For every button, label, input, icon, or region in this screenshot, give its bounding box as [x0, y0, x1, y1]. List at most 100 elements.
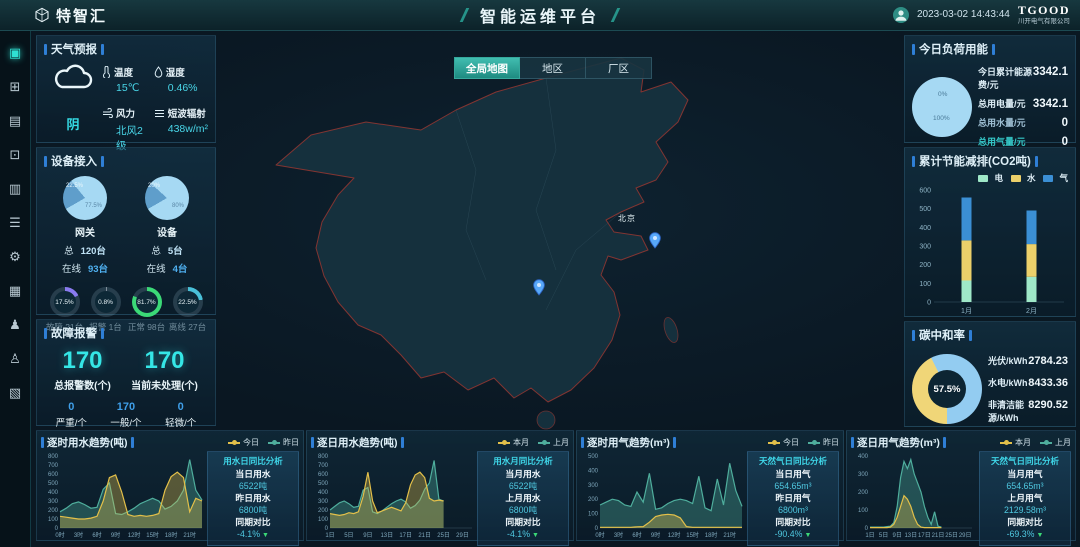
metric-wind: 风力 北风2级	[102, 106, 152, 153]
settings-gear-icon[interactable]: ⚙	[9, 249, 21, 264]
header-right: 2023-03-02 14:43:44 TGOOD 川开电气有限公司	[892, 3, 1070, 26]
daily-water-chart: 0 100 200 300 400 500 600 700 800 1日 5日 9日 13日 17日 21日…	[318, 454, 472, 539]
cube-logo-icon	[35, 7, 49, 23]
severe-alarms: 0 严重/个	[55, 401, 87, 429]
gas-daily-analysis: 天然气日同比分析 当日用气 654.65m³ 昨日用气 6800m³ 同期对比 …	[747, 451, 839, 546]
user-avatar-icon[interactable]	[892, 6, 909, 23]
svg-text:0: 0	[927, 300, 931, 307]
dashboard-icon[interactable]: ▣	[8, 45, 22, 60]
svg-text:0: 0	[55, 526, 59, 532]
brand-logo: 特智汇	[34, 5, 107, 26]
weather-panel: 天气预报 阴 温度 15℃ 湿度 0.46% 风力 北风2级	[36, 35, 216, 152]
svg-text:6时: 6时	[632, 531, 641, 539]
svg-text:400: 400	[48, 490, 59, 496]
water-monthly-analysis: 用水月同比分析 当月用水 6522吨 上月用水 6800吨 同期对比 -4.1%…	[477, 451, 569, 546]
svg-text:500: 500	[919, 206, 931, 213]
gas-row: 总用气量/元 0	[978, 136, 1068, 148]
layers-icon[interactable]: ▦	[8, 283, 22, 298]
user-admin-icon[interactable]: ♙	[9, 351, 21, 366]
svg-text:700: 700	[318, 463, 329, 469]
trend-down-icon: ▼	[262, 532, 269, 539]
hourly-gas-panel: 逐时用气趋势(m³) 今日 昨日 0 100 200 300 400 500 0时 3时 6时 9…	[576, 430, 844, 546]
svg-text:400: 400	[588, 468, 599, 474]
camera-icon[interactable]: ⊡	[9, 147, 21, 162]
svg-text:400: 400	[318, 490, 329, 496]
svg-text:25日: 25日	[945, 532, 958, 539]
svg-text:200: 200	[919, 262, 931, 269]
list-icon[interactable]: ☰	[9, 215, 21, 230]
trend-down-icon: ▼	[804, 532, 812, 539]
svg-text:2月: 2月	[1026, 307, 1037, 315]
device-access-panel: 设备接入 22.5% 77.5% 网关 总 120台 在线 93台 20% 80% …	[36, 147, 216, 332]
city-label-beijing: 北京	[618, 214, 636, 223]
daily-load-panel: 今日负荷用能 0% 100% 今日累计能源费/元 3342.1 总用电量/元 334…	[904, 35, 1076, 148]
device-stats: 20% 80% 设备 总 5台 在线 4台	[129, 176, 205, 275]
svg-text:9日: 9日	[363, 532, 372, 539]
apps-grid-icon[interactable]: ⊞	[9, 79, 21, 94]
tab-region[interactable]: 地区	[520, 57, 586, 79]
unhandled-alarms: 170 当前未处理(个)	[131, 347, 198, 392]
user-icon[interactable]: ♟	[9, 317, 21, 332]
svg-text:300: 300	[858, 472, 869, 478]
decor-slash	[610, 8, 621, 22]
trend-down-icon: ▼	[532, 532, 539, 539]
svg-text:300: 300	[919, 244, 931, 251]
svg-text:13日: 13日	[904, 532, 917, 539]
weather-condition: 阴	[66, 117, 80, 132]
carbon-percent: 57.5%	[928, 370, 966, 408]
svg-text:18时: 18时	[705, 531, 718, 539]
svg-text:12时: 12时	[668, 531, 681, 539]
svg-text:3时: 3时	[614, 531, 623, 539]
svg-text:1日: 1日	[325, 532, 334, 539]
gateway-stats: 22.5% 77.5% 网关 总 120台 在线 93台	[47, 176, 123, 275]
panel-title: 天气预报	[51, 44, 97, 56]
svg-text:200: 200	[48, 508, 59, 514]
normal-alarms: 170 一般/个	[110, 401, 142, 429]
svg-text:0: 0	[595, 526, 599, 532]
daily-gas-panel: 逐日用气趋势(m³) 本月 上月 0 100 200 300 400 1日 5日 9日 13日 1…	[846, 430, 1076, 546]
svg-text:5日: 5日	[879, 532, 888, 539]
report-icon[interactable]: ▧	[8, 385, 22, 400]
document-icon[interactable]: ▤	[8, 113, 22, 128]
svg-text:13日: 13日	[380, 532, 393, 539]
svg-text:0: 0	[325, 526, 329, 532]
svg-text:700: 700	[48, 463, 59, 469]
title-bar	[101, 43, 104, 55]
company-brand: TGOOD 川开电气有限公司	[1017, 3, 1070, 26]
cloud-icon	[54, 64, 93, 89]
svg-text:12时: 12时	[128, 531, 141, 539]
co2-legend: 电 水 气	[912, 172, 1068, 184]
svg-text:29日: 29日	[959, 532, 972, 539]
tab-global-map[interactable]: 全局地图	[454, 57, 520, 79]
svg-text:0: 0	[865, 526, 869, 532]
chart-legend: 本月 上月	[498, 437, 569, 448]
panel-title: 今日负荷用能	[919, 44, 988, 56]
svg-text:9时: 9时	[651, 531, 660, 539]
water-daily-analysis: 用水日同比分析 当日用水 6522吨 昨日用水 6800吨 同期对比 -4.1%…	[207, 451, 299, 546]
decor-slash	[459, 8, 470, 22]
chart-legend: 今日 昨日	[768, 437, 839, 448]
svg-text:25日: 25日	[437, 532, 450, 539]
map-pin[interactable]	[648, 231, 662, 249]
svg-text:300: 300	[588, 483, 599, 489]
panel-title: 故障报警	[51, 328, 97, 340]
brand-name: TGOOD	[1017, 3, 1070, 18]
svg-text:17日: 17日	[918, 532, 931, 539]
minor-alarms: 0 轻微/个	[165, 401, 197, 429]
svg-text:6时: 6时	[92, 531, 101, 539]
server-icon[interactable]: ▥	[8, 181, 22, 196]
svg-text:100: 100	[48, 517, 59, 523]
svg-text:500: 500	[48, 481, 59, 487]
svg-text:5日: 5日	[344, 532, 353, 539]
app-header: 特智汇 智能运维平台 2023-03-02 14:43:44 TGOOD 川开电…	[0, 0, 1080, 31]
map-pin[interactable]	[532, 278, 546, 296]
pv-row: 光伏/kWh 2784.23	[988, 355, 1068, 367]
svg-text:600: 600	[318, 472, 329, 478]
water-legend-chip	[1010, 174, 1021, 182]
svg-text:100: 100	[919, 281, 931, 288]
tab-plant[interactable]: 厂区	[586, 57, 652, 79]
daily-gas-chart: 0 100 200 300 400 1日 5日 9日 13日 17日 21日 25日 29日	[858, 454, 972, 539]
svg-text:500: 500	[588, 454, 599, 460]
electricity-row: 总用电量/元 3342.1	[978, 98, 1068, 110]
metric-temperature: 温度 15℃	[102, 65, 152, 94]
